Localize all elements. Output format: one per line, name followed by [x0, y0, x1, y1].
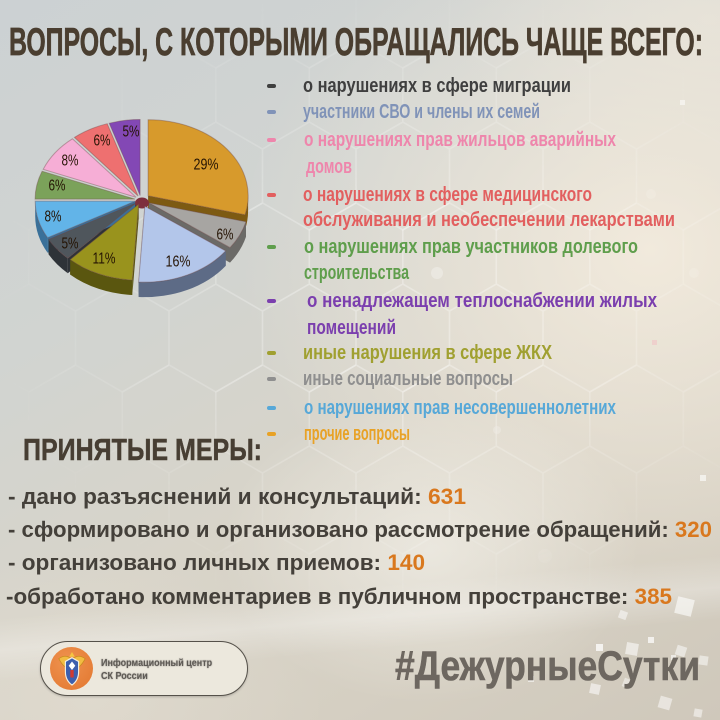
svg-text:6%: 6%	[94, 133, 111, 150]
svg-text:8%: 8%	[62, 153, 79, 170]
svg-text:6%: 6%	[217, 227, 234, 244]
svg-text:8%: 8%	[45, 209, 62, 226]
svg-text:29%: 29%	[194, 157, 219, 174]
svg-text:5%: 5%	[62, 236, 79, 253]
svg-text:11%: 11%	[93, 251, 116, 268]
svg-text:5%: 5%	[123, 124, 140, 141]
svg-text:16%: 16%	[166, 254, 191, 271]
svg-text:6%: 6%	[49, 178, 66, 195]
